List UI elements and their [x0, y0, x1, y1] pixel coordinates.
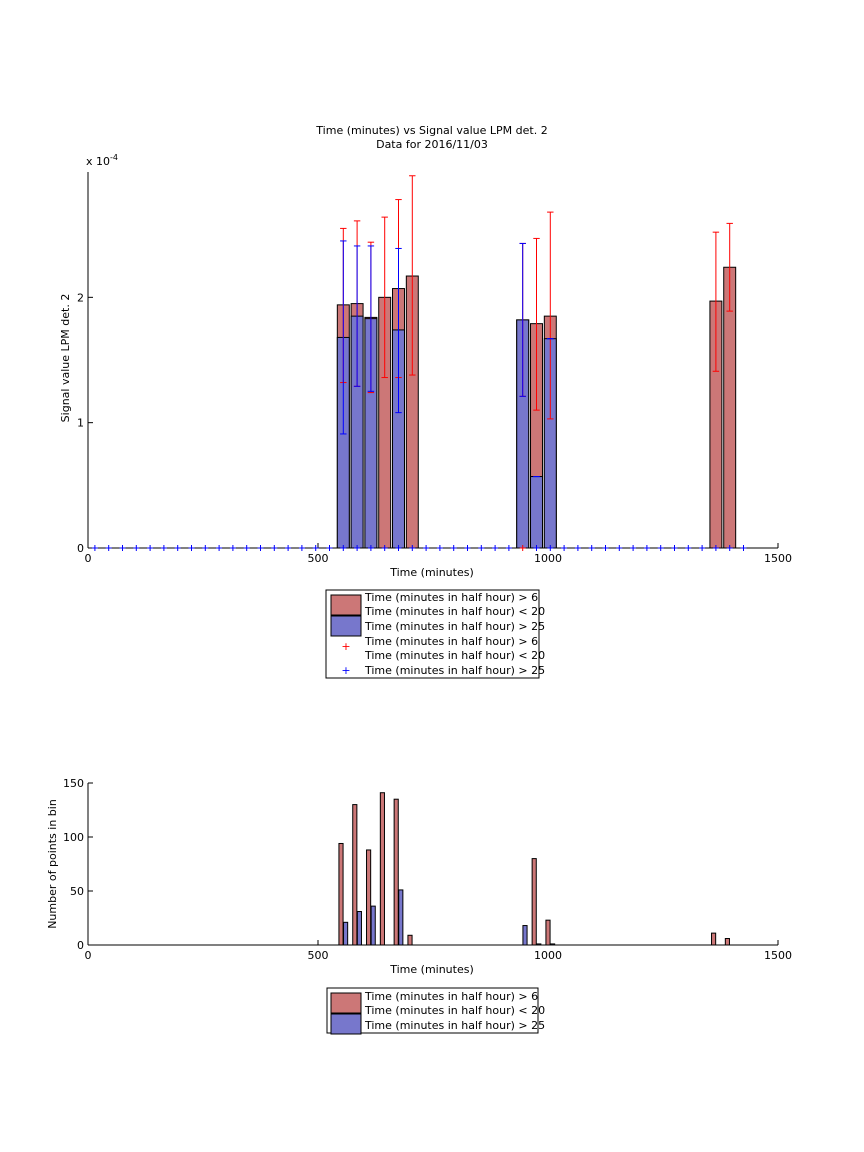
signal-legend: Time (minutes in half hour) > 6 Time (mi…	[325, 589, 545, 679]
y-tick-label: 50	[70, 885, 84, 898]
y-tick-label: 0	[77, 939, 84, 952]
red-count-bar	[711, 932, 717, 946]
legend-blue-label: Time (minutes in half hour) > 25	[364, 620, 545, 633]
y-axis-label: Signal value LPM det. 2	[59, 294, 72, 423]
legend-red-line1: Time (minutes in half hour) > 6	[364, 990, 538, 1003]
y-tick-label: 150	[63, 777, 84, 790]
y-tick-label: 100	[63, 831, 84, 844]
y-tick-label: 2	[77, 291, 84, 304]
legend-red-line1: Time (minutes in half hour) > 6	[364, 591, 538, 604]
blue-count-bar	[522, 925, 528, 946]
count-legend: Time (minutes in half hour) > 6 Time (mi…	[326, 987, 545, 1035]
count-chart: 0 500 1000 1500 0 50 100 150 Time (minutes) Num…	[46, 777, 792, 1035]
x-tick-label: 500	[308, 949, 329, 962]
legend-red-patch	[330, 594, 362, 616]
red-count-bar	[338, 842, 344, 946]
x-tick-label: 1500	[764, 552, 792, 565]
legend-blue-plus-icon: +	[341, 664, 350, 677]
legend-redmark-line1: Time (minutes in half hour) > 6	[364, 635, 538, 648]
count-plot-area: 0 500 1000 1500 0 50 100 150	[63, 777, 792, 962]
chart-title: Time (minutes) vs Signal value LPM det. …	[315, 124, 547, 137]
red-count-bar	[352, 804, 358, 946]
legend-blue-label: Time (minutes in half hour) > 25	[364, 1019, 545, 1032]
y-tick-label: 1	[77, 417, 84, 430]
y-tick-label: 0	[77, 542, 84, 555]
chart-subtitle: Data for 2016/11/03	[376, 138, 488, 151]
x-tick-label: 1000	[534, 949, 562, 962]
x-tick-label: 1000	[534, 552, 562, 565]
red-count-bar	[724, 938, 730, 946]
red-count-bar	[366, 849, 372, 946]
x-tick-label: 1500	[764, 949, 792, 962]
x-tick-label: 0	[85, 552, 92, 565]
blue-count-bar	[356, 911, 362, 946]
red-count-bar	[379, 792, 385, 946]
x-axis-label: Time (minutes)	[389, 963, 474, 976]
x-axis-label: Time (minutes)	[389, 566, 474, 579]
legend-redmark-line2: Time (minutes in half hour) < 20	[364, 649, 545, 662]
signal-plot-area: 0 500 1000 1500 0 1 2	[77, 172, 792, 565]
blue-count-bar	[398, 889, 404, 946]
y-axis-label: Number of points in bin	[46, 799, 59, 929]
red-count-bar	[531, 858, 537, 946]
red-count-bar	[545, 919, 551, 946]
legend-red-line2: Time (minutes in half hour) < 20	[364, 605, 545, 618]
signal-chart: Time (minutes) vs Signal value LPM det. …	[59, 124, 792, 679]
blue-count-bar	[343, 921, 349, 946]
blue-count-bar	[370, 905, 376, 946]
legend-box	[326, 987, 539, 1034]
red-count-bar	[393, 798, 399, 946]
blue-count-bar	[550, 943, 556, 946]
legend-red-patch	[330, 992, 362, 1014]
legend-bluemark-label: Time (minutes in half hour) > 25	[364, 664, 545, 677]
legend-red-line2: Time (minutes in half hour) < 20	[364, 1004, 545, 1017]
legend-red-plus-icon: +	[341, 640, 350, 653]
blue-bar	[530, 476, 543, 549]
legend-blue-patch	[330, 615, 362, 637]
red-count-bar	[407, 934, 413, 946]
x-tick-label: 500	[308, 552, 329, 565]
legend-blue-patch	[330, 1013, 362, 1035]
blue-count-bar	[536, 943, 542, 946]
y-exponent-label: x 10-4	[86, 153, 118, 168]
x-tick-label: 0	[85, 949, 92, 962]
